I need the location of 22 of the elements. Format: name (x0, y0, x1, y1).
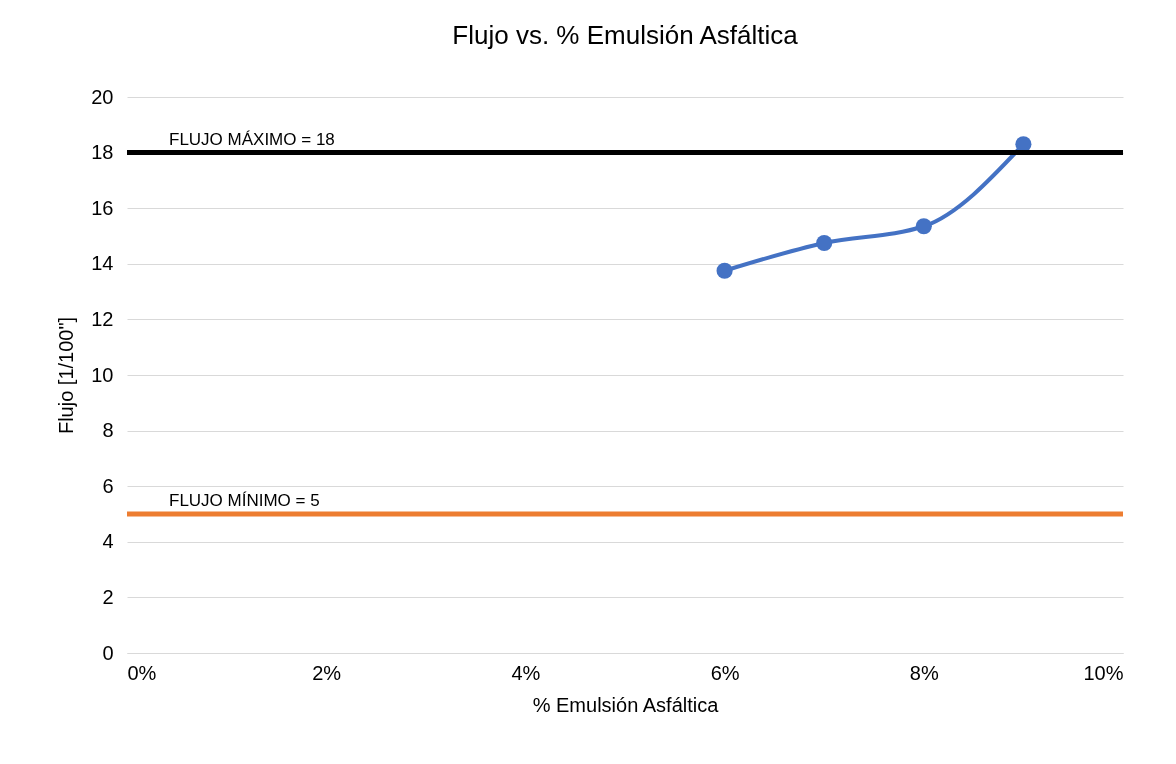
x-axis-title: % Emulsión Asfáltica (532, 693, 720, 716)
y-tick-label: 12 (91, 307, 114, 330)
y-axis-title: Flujo [1/100"] (55, 316, 78, 435)
y-tick-label: 20 (91, 85, 114, 108)
y-tick-label: 8 (102, 419, 114, 442)
y-tick-label: 16 (91, 196, 114, 219)
ref-line-label: FLUJO MÁXIMO = 18 (169, 129, 335, 149)
chart-title: Flujo vs. % Emulsión Asfáltica (452, 20, 799, 50)
x-tick-label: 10% (1083, 661, 1124, 684)
x-tick-label: 6% (710, 661, 740, 684)
x-tick-label: 0% (127, 661, 157, 684)
ref-line-label: FLUJO MÍNIMO = 5 (169, 491, 320, 510)
y-tick-label: 10 (91, 363, 114, 386)
y-tick-label: 4 (102, 530, 114, 553)
x-tick-label: 8% (909, 661, 939, 684)
y-tick-label: 2 (102, 585, 114, 608)
y-tick-label: 18 (91, 141, 114, 164)
y-tick-label: 6 (102, 474, 114, 497)
x-tick-label: 2% (312, 661, 342, 684)
y-tick-label: 0 (102, 641, 114, 664)
y-tick-label: 14 (91, 252, 114, 275)
x-tick-label: 4% (511, 661, 541, 684)
